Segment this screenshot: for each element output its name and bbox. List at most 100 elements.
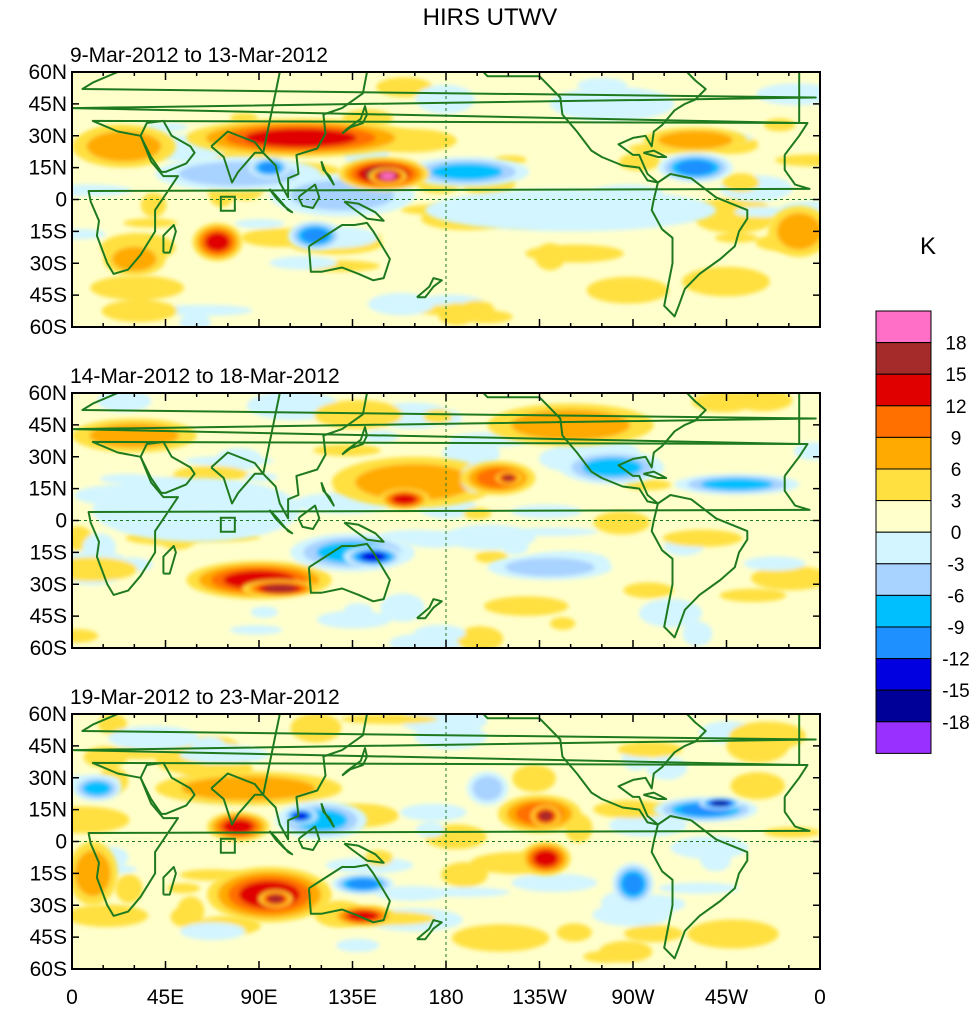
anomaly-patch — [511, 873, 598, 892]
anomaly-patch — [250, 606, 278, 618]
coastline-japan — [341, 426, 368, 456]
coastline-nz — [416, 919, 443, 941]
anomaly-patch — [451, 924, 550, 952]
anomaly-contour — [533, 850, 558, 867]
coastline-s_america — [650, 173, 749, 318]
latitude-label: 15S — [30, 862, 67, 885]
coastline-newguinea — [343, 200, 385, 222]
anomaly-patch — [586, 276, 669, 304]
anomaly-contour — [701, 478, 773, 491]
coastline-africa — [87, 440, 811, 596]
coastline-india — [210, 772, 265, 826]
latitude-label: 30S — [30, 894, 67, 917]
anomaly-patch — [456, 626, 504, 648]
coastline-japan — [341, 105, 368, 135]
anomaly-patch — [750, 565, 820, 591]
longitude-label: 90W — [611, 986, 654, 1009]
latitude-label: 60S — [30, 958, 67, 981]
anomaly-patch — [400, 803, 467, 822]
longitude-label: 45E — [147, 986, 184, 1009]
anomaly-patch — [115, 874, 143, 904]
anomaly-patch — [335, 938, 380, 953]
panel-1-axes: 60N 45N 30N 15N 0 15S 30S 45S 60S — [28, 61, 821, 339]
anomaly-patch — [556, 923, 592, 942]
coastline-middle_east — [139, 761, 196, 815]
colorbar-swatch — [875, 468, 932, 502]
longitude-label: 135W — [512, 986, 567, 1009]
latitude-label: 0 — [55, 831, 67, 854]
anomaly-contour — [380, 172, 396, 180]
panel-3-axes: 60N 45N 30N 15N 0 15S 30S 45S 60S — [28, 703, 821, 981]
anomaly-patch — [443, 524, 536, 550]
coastline-australia — [307, 542, 391, 603]
colorbar-level: -12 — [942, 650, 969, 671]
anomaly-patch — [682, 621, 713, 647]
panel-2-axes: 60N 45N 30N 15N 0 15S 30S 45S 60S — [28, 382, 821, 660]
anomaly-patch — [179, 313, 211, 327]
map-panel-1: 9-Mar-2012 to 13-Mar-2012 60N 45N 30N 15N 0 1… — [28, 44, 821, 339]
anomaly-patch — [72, 629, 99, 643]
colorbar-level: 0 — [951, 523, 962, 544]
anomaly-patch — [423, 409, 453, 424]
coastline-philippines — [320, 160, 335, 186]
coastline-borneo — [297, 825, 321, 851]
latitude-label: 60N — [28, 703, 67, 726]
coastline-india — [210, 130, 265, 184]
anomaly-patch — [155, 304, 253, 316]
coastline-se_asia — [262, 393, 368, 520]
anomaly-patch — [662, 529, 743, 547]
latitude-label: 30S — [30, 252, 67, 275]
anomaly-patch — [624, 925, 684, 943]
latitude-label: 45S — [30, 605, 67, 628]
longitude-label: 0 — [66, 986, 78, 1009]
latitude-label: 45N — [28, 93, 67, 116]
colorbar-swatch — [875, 658, 932, 691]
latitude-label: 30S — [30, 573, 67, 596]
coastline-se_asia — [262, 72, 368, 199]
map-panel-3: 19-Mar-2012 to 23-Mar-2012 60N 45N 30N 15N 0… — [28, 686, 821, 981]
anomaly-patch — [82, 533, 116, 563]
anomaly-patch — [646, 756, 688, 780]
anomaly-patch — [414, 723, 487, 750]
anomaly-patch — [730, 772, 786, 800]
coastline-s_america — [650, 815, 749, 960]
colorbar-level: -6 — [948, 586, 965, 607]
anomaly-patch — [368, 292, 435, 316]
coastline-newguinea — [343, 521, 385, 543]
anomaly-contour — [293, 812, 308, 820]
coastline-india — [210, 451, 265, 505]
latitude-label: 60S — [30, 637, 67, 660]
coastline-n_america — [481, 393, 707, 505]
panel-title-2: 14-Mar-2012 to 18-Mar-2012 — [70, 365, 340, 388]
latitude-label: 30N — [28, 125, 67, 148]
coastline-philippines — [320, 481, 335, 507]
panel-2-coastlines — [72, 393, 820, 648]
panel-2-field — [72, 393, 820, 648]
latitude-label: 0 — [55, 189, 67, 212]
latitude-label: 60N — [28, 61, 67, 84]
coastline-greenland_edge — [704, 393, 729, 394]
anomaly-contour — [502, 475, 514, 481]
panel-title-3: 19-Mar-2012 to 23-Mar-2012 — [70, 686, 340, 709]
anomaly-patch — [72, 557, 138, 582]
colorbar-level: 18 — [945, 334, 966, 355]
colorbar-swatch — [875, 373, 932, 407]
anomaly-patch — [463, 507, 492, 520]
anomaly-patch — [269, 256, 337, 270]
coastline-borneo — [297, 183, 321, 209]
coastline-africa — [87, 761, 811, 917]
colorbar-level: -9 — [948, 618, 965, 639]
anomaly-patch — [534, 243, 566, 271]
coastline-middle_east — [139, 440, 196, 494]
colorbar-unit: K — [920, 233, 936, 260]
anomaly-contour — [549, 86, 675, 121]
anomaly-contour — [347, 910, 379, 922]
coastline-australia — [307, 863, 391, 924]
anomaly-contour — [712, 800, 729, 806]
longitude-labels: 0 45E 90E 135E 180 135W 90W 45W 0 — [66, 986, 826, 1009]
anomaly-patch — [123, 218, 178, 228]
coastline-australia — [307, 221, 391, 282]
anomaly-contour — [505, 558, 595, 577]
panel-3-coastlines — [72, 714, 820, 969]
anomaly-contour — [392, 494, 417, 505]
